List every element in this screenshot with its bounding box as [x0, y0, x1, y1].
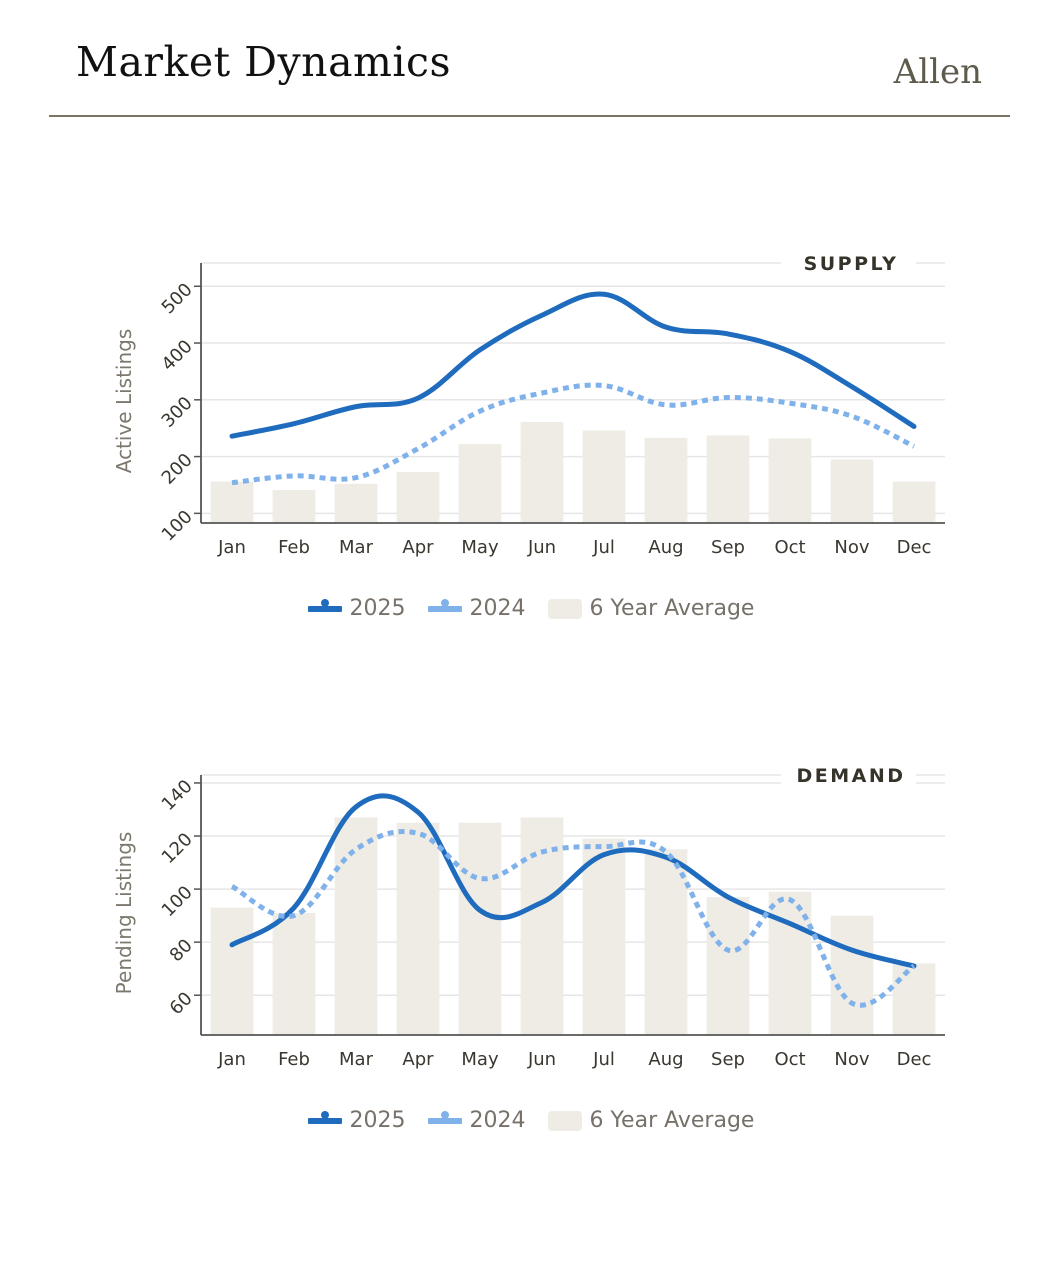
- average-bar: [396, 471, 440, 523]
- y-tick-label: 300: [158, 393, 197, 432]
- y-tick-label: 200: [158, 450, 197, 489]
- x-tick-label: Jul: [592, 1049, 615, 1070]
- line-swatch-icon: [427, 598, 462, 612]
- line-swatch-icon: [307, 1110, 342, 1124]
- y-axis-title: Active Listings: [112, 329, 136, 474]
- bar-swatch-icon: [547, 598, 582, 619]
- average-bar: [892, 963, 936, 1035]
- x-tick-label: Jun: [527, 1049, 556, 1070]
- supply-legend: 2025 2024 6 Year Average: [0, 596, 1062, 621]
- chart-tag-bg: [781, 763, 916, 787]
- x-tick-label: Sep: [711, 537, 745, 558]
- x-tick-label: Oct: [774, 1049, 805, 1070]
- average-bar: [582, 430, 626, 523]
- y-axis-title: Pending Listings: [112, 832, 136, 995]
- x-tick-label: Nov: [834, 1049, 869, 1070]
- series-line-2024: [230, 829, 916, 1008]
- y-tick-label: 140: [158, 776, 197, 815]
- average-bar: [644, 849, 688, 1035]
- x-tick-label: Sep: [711, 1049, 745, 1070]
- average-bar: [582, 838, 626, 1035]
- y-tick-label: 80: [166, 935, 197, 966]
- legend-item-2025[interactable]: 2025: [307, 1108, 406, 1133]
- y-tick-label: 120: [158, 829, 197, 868]
- y-tick-label: 60: [166, 988, 197, 1019]
- legend-label: 6 Year Average: [589, 1108, 755, 1133]
- legend-label: 2024: [469, 596, 526, 621]
- series-line-2024: [231, 382, 916, 486]
- x-tick-label: Nov: [834, 537, 869, 558]
- page-title: Market Dynamics: [76, 38, 452, 86]
- x-tick-label: Feb: [278, 537, 310, 558]
- chart-title: DEMAND: [796, 765, 905, 787]
- legend-item-average[interactable]: 6 Year Average: [547, 1108, 755, 1133]
- average-bar: [458, 444, 502, 523]
- line-swatch-icon: [307, 598, 342, 612]
- legend-item-2025[interactable]: 2025: [307, 596, 406, 621]
- average-bar: [830, 459, 874, 523]
- x-tick-label: Jan: [217, 537, 246, 558]
- demand-chart-svg: 60 80 100 120 140 DEMAND Jan Feb Mar Apr May Jun Jul…: [112, 763, 945, 1070]
- legend-label: 6 Year Average: [589, 596, 755, 621]
- demand-chart: 60 80 100 120 140 DEMAND Jan Feb Mar Apr May Jun Jul…: [0, 742, 1062, 1162]
- x-tick-label: May: [461, 1049, 499, 1070]
- average-bar: [210, 481, 254, 523]
- x-tick-label: Dec: [897, 537, 932, 558]
- y-tick-label: 500: [158, 279, 197, 318]
- average-bar: [830, 915, 874, 1035]
- x-tick-label: Jul: [592, 537, 615, 558]
- average-bar: [210, 907, 254, 1035]
- legend-label: 2025: [349, 596, 406, 621]
- bar-swatch-icon: [547, 1110, 582, 1131]
- demand-legend: 2025 2024 6 Year Average: [0, 1108, 1062, 1133]
- average-bar: [768, 891, 812, 1035]
- supply-chart: 100 200 300 400 500 SUPPLY Jan Feb Mar Apr May Jun J…: [0, 230, 1062, 650]
- average-bar: [706, 435, 750, 523]
- average-bar: [334, 817, 378, 1035]
- supply-chart-svg: 100 200 300 400 500 SUPPLY Jan Feb Mar Apr May Jun J…: [112, 251, 945, 558]
- average-bar: [892, 481, 936, 523]
- series-line-2025: [229, 793, 917, 969]
- x-tick-label: Aug: [648, 537, 683, 558]
- line-swatch-icon: [427, 1110, 462, 1124]
- header-divider: [49, 115, 1010, 117]
- x-tick-label: Jun: [527, 537, 556, 558]
- legend-item-average[interactable]: 6 Year Average: [547, 596, 755, 621]
- average-bar: [706, 897, 750, 1035]
- chart-title: SUPPLY: [804, 253, 899, 275]
- y-tick-label: 400: [158, 336, 197, 375]
- legend-label: 2025: [349, 1108, 406, 1133]
- y-tick-label: 100: [158, 506, 197, 545]
- average-bar: [458, 822, 502, 1035]
- x-tick-label: Apr: [402, 1049, 434, 1070]
- x-tick-label: Feb: [278, 1049, 310, 1070]
- legend-item-2024[interactable]: 2024: [427, 1108, 526, 1133]
- average-bar: [644, 437, 688, 523]
- x-tick-label: Apr: [402, 537, 434, 558]
- average-bar: [272, 912, 316, 1035]
- x-tick-label: Dec: [897, 1049, 932, 1070]
- x-tick-label: Jan: [217, 1049, 246, 1070]
- average-bar: [396, 822, 440, 1035]
- average-bar: [768, 438, 812, 523]
- region-name: Allen: [893, 52, 982, 92]
- x-tick-label: May: [461, 537, 499, 558]
- average-bar: [272, 490, 316, 523]
- legend-label: 2024: [469, 1108, 526, 1133]
- x-tick-label: Mar: [339, 1049, 374, 1070]
- chart-tag-bg: [781, 251, 916, 275]
- legend-item-2024[interactable]: 2024: [427, 596, 526, 621]
- x-tick-label: Aug: [648, 1049, 683, 1070]
- series-line-2025: [229, 291, 917, 439]
- average-bar: [520, 421, 564, 523]
- x-tick-label: Mar: [339, 537, 374, 558]
- x-tick-label: Oct: [774, 537, 805, 558]
- y-tick-label: 100: [158, 882, 197, 921]
- average-bar: [334, 483, 378, 523]
